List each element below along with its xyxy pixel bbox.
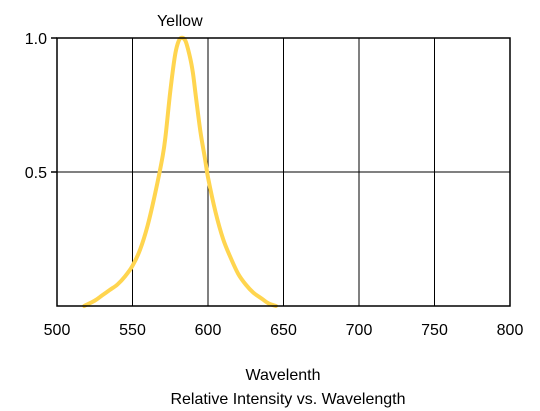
x-tick-label: 600 [195, 322, 222, 339]
x-tick-label: 750 [421, 322, 448, 339]
frame-layer [51, 37, 511, 307]
grid [57, 38, 510, 306]
series-labels: Yellow [157, 13, 203, 30]
x-tick-label: 650 [270, 322, 297, 339]
series-label-yellow: Yellow [157, 13, 203, 30]
y-tick-labels: 0.5 1.0 [25, 31, 47, 182]
x-tick-label: 550 [119, 322, 146, 339]
x-axis-title: Wavelenth [246, 367, 321, 384]
x-tick-labels: 500 550 600 650 700 750 800 [44, 322, 524, 339]
y-tick-label: 1.0 [25, 31, 47, 48]
chart-title: Relative Intensity vs. Wavelength [170, 391, 405, 408]
x-tick-label: 800 [497, 322, 524, 339]
x-tick-label: 700 [346, 322, 373, 339]
y-tick-label: 0.5 [25, 165, 47, 182]
x-tick-label: 500 [44, 322, 71, 339]
